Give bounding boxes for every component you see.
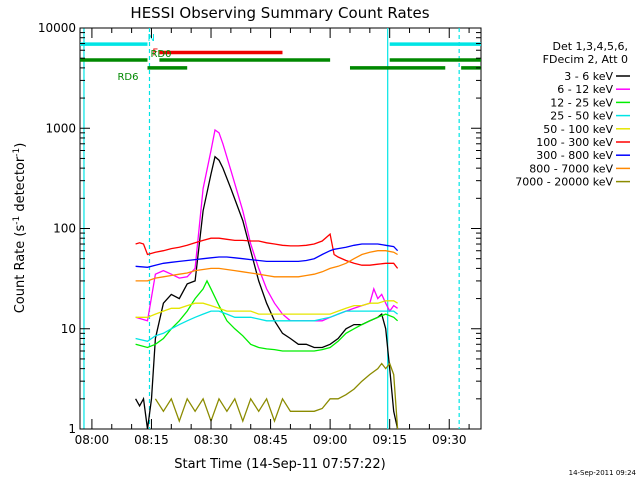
y-tick-label: 10 xyxy=(61,322,76,336)
y-tick-label: 100 xyxy=(53,222,76,236)
legend-label: 100 - 300 keV xyxy=(536,136,613,149)
legend-header-1: Det 1,3,4,5,6, xyxy=(552,40,628,53)
series-line-3 xyxy=(135,310,398,342)
x-axis-label: Start Time (14-Sep-11 07:57:22) xyxy=(174,457,385,472)
timestamp: 14-Sep-2011 09:24 xyxy=(569,469,637,477)
legend-label: 25 - 50 keV xyxy=(550,110,613,123)
x-tick-label: 09:15 xyxy=(372,433,407,447)
y-label-main: Count Rate (s xyxy=(13,225,28,314)
flag-label-f: F xyxy=(152,47,158,58)
series-line-2 xyxy=(135,279,399,352)
legend-label: 7000 - 20000 keV xyxy=(515,176,613,189)
flag-label-rd6: RD6 xyxy=(117,72,138,83)
legend-label: 300 - 800 keV xyxy=(536,149,613,162)
flag-label-n: N xyxy=(147,33,154,44)
series-line-4 xyxy=(135,300,398,318)
x-tick-label: 09:00 xyxy=(313,433,348,447)
series-lines xyxy=(135,128,399,430)
y-tick-label: 1000 xyxy=(45,121,76,135)
legend-header-2: FDecim 2, Att 0 xyxy=(543,53,628,66)
flag-label-rd0: RD0 xyxy=(150,49,171,60)
y-tick-label: 1 xyxy=(68,422,76,436)
y-tick-label: 10000 xyxy=(38,21,76,35)
x-tick-label: 08:00 xyxy=(75,433,110,447)
y-axis-ticks: 1 10 100 1000 10000 xyxy=(38,21,481,436)
series-line-7 xyxy=(135,250,398,282)
series-line-6 xyxy=(135,243,399,268)
y-label-end: ) xyxy=(13,143,28,148)
vertical-markers xyxy=(83,28,460,429)
y-label-sup2: -1 xyxy=(12,148,22,157)
chart-title: HESSI Observing Summary Count Rates xyxy=(130,4,429,22)
legend-label: 6 - 12 keV xyxy=(557,83,613,96)
y-label-sup1: -1 xyxy=(12,216,22,225)
series-line-5 xyxy=(135,232,399,269)
x-tick-label: 09:30 xyxy=(432,433,467,447)
legend-label: 12 - 25 keV xyxy=(550,96,613,109)
x-tick-label: 08:45 xyxy=(253,433,288,447)
legend-label: 800 - 7000 keV xyxy=(529,162,613,175)
legend-label: 3 - 6 keV xyxy=(564,70,613,83)
x-tick-label: 08:15 xyxy=(134,433,169,447)
series-line-1 xyxy=(135,128,398,322)
legend: Det 1,3,4,5,6, FDecim 2, Att 0 3 - 6 keV… xyxy=(515,40,630,189)
x-axis-ticks: 08:00 08:15 08:30 08:45 09:00 09:15 09:30 xyxy=(75,28,470,447)
y-label-mid: detector xyxy=(13,156,28,216)
series-line-8 xyxy=(154,362,399,430)
x-tick-label: 08:30 xyxy=(194,433,229,447)
series-line-0 xyxy=(135,155,399,430)
legend-label: 50 - 100 keV xyxy=(543,123,613,136)
plot-area xyxy=(79,27,482,430)
y-axis-label: Count Rate (s-1 detector-1) xyxy=(12,143,28,314)
